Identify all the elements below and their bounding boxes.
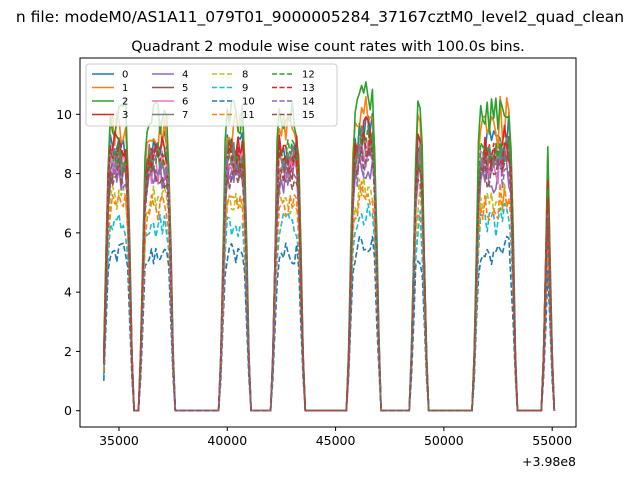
- legend-label: 12: [302, 70, 315, 81]
- series-layer: [103, 81, 556, 412]
- y-tick-label: 10: [56, 107, 72, 122]
- y-tick-label: 0: [64, 403, 72, 418]
- legend-label: 5: [182, 83, 188, 94]
- y-tick-label: 4: [64, 285, 72, 300]
- x-tick-label: 55000: [532, 433, 572, 448]
- x-tick-label: 40000: [207, 433, 247, 448]
- y-tick-label: 8: [64, 166, 72, 181]
- legend-box: [85, 63, 338, 127]
- x-tick-label: 50000: [424, 433, 464, 448]
- legend-label: 2: [122, 97, 128, 108]
- legend-label: 6: [182, 97, 188, 108]
- legend-label: 15: [302, 110, 315, 121]
- x-tick-label: 45000: [316, 433, 356, 448]
- legend-label: 11: [242, 110, 255, 121]
- series-line-12: [103, 122, 556, 412]
- x-tick-label: 35000: [99, 433, 139, 448]
- legend-label: 13: [302, 83, 315, 94]
- chart-title: Quadrant 2 module wise count rates with …: [131, 39, 525, 55]
- x-offset-label: +3.98e8: [522, 454, 576, 469]
- x-axis: 35000 40000 45000 50000 55000: [99, 427, 572, 448]
- legend-label: 8: [242, 70, 248, 81]
- legend-label: 4: [182, 70, 188, 81]
- series-line-15: [103, 147, 556, 412]
- legend-label: 10: [242, 97, 255, 108]
- legend-label: 9: [242, 83, 248, 94]
- legend-label: 3: [122, 110, 128, 121]
- legend-label: 0: [122, 70, 128, 81]
- legend-label: 7: [182, 110, 188, 121]
- legend-label: 14: [302, 97, 315, 108]
- legend-label: 1: [122, 83, 128, 94]
- y-axis: 0 2 4 6 8 10: [56, 107, 80, 418]
- figure-suptitle: n file: modeM0/AS1A11_079T01_9000005284_…: [16, 8, 624, 27]
- y-tick-label: 6: [64, 225, 72, 240]
- y-tick-label: 2: [64, 344, 72, 359]
- plot-frame: [79, 57, 577, 428]
